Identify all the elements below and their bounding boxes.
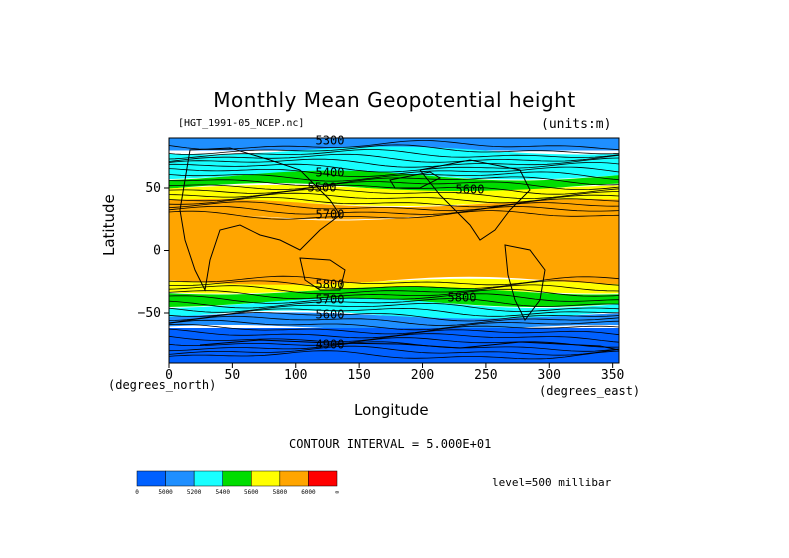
x-tick-label: 250 [474,368,497,383]
x-tick-label: 300 [538,368,561,383]
contour-label: 5800 [316,278,345,292]
contour-line [169,312,619,322]
x-tick-label: 100 [284,368,307,383]
y-tick-label: 0 [153,244,161,259]
coastline [299,257,346,291]
colorbar-tick-label: 5800 [273,489,288,496]
contour-line [169,275,619,286]
x-tick-label: 50 [225,368,241,383]
colorbar-tick-label: 5400 [215,489,230,496]
contour-interval-text: CONTOUR INTERVAL = 5.000E+01 [289,437,492,451]
contour-line [169,288,619,300]
colorbar-swatch [165,470,195,487]
x-tick-label: 150 [347,368,370,383]
colorbar-tick-label: 5600 [244,489,259,496]
coastline [389,171,442,189]
chart-title: Monthly Mean Geopotential height [213,88,576,112]
contour-line [169,206,619,215]
band-5800 [169,210,619,287]
contour-line [169,280,619,290]
contour-line [169,345,619,356]
contour-line [169,293,619,304]
contour-label: 5700 [316,293,345,307]
band-5600 [169,286,619,307]
colorbar-tick-label: 6000 [301,489,316,496]
contour-label: 5600 [456,183,485,197]
coastline [179,147,341,292]
contour-line [169,144,619,155]
contour-line [169,192,619,204]
contour-line [169,149,619,160]
coastline [199,339,619,351]
colorbar-swatch [279,470,309,487]
colorbar-tick-label: 5000 [158,489,173,496]
contour-line [169,181,619,190]
x-tick-label: 0 [165,368,173,383]
band-5700 [169,278,619,294]
band-5400 [169,298,619,321]
contour-line [169,315,619,326]
units-label: (units:m) [541,117,612,132]
contour-line [169,171,619,182]
contour-label: 5400 [316,166,345,180]
contour-line [169,302,619,313]
x-axis-label: Longitude [354,401,429,419]
y-tick-label: 50 [145,181,161,196]
contour-line [169,328,619,339]
contour-line [169,184,619,195]
level-text: level=500 millibar [492,476,612,489]
colorbar-tick-label: 5200 [187,489,202,496]
contour-line [169,319,619,331]
colorbar-swatch [251,470,281,487]
coastline [419,159,531,241]
colorbar-swatch [193,470,223,487]
contour-line [169,188,619,200]
contour-line [169,153,619,163]
contour-line [169,197,619,208]
contour-line [169,323,619,335]
coastline [504,244,546,321]
colorbar-tick-label: 0 [135,489,139,496]
contour-line [169,201,619,212]
contour-label: 5700 [316,208,345,222]
contour-label: 4900 [316,338,345,352]
contour-line [169,341,619,352]
contour-line [169,210,619,220]
colorbar-swatch [136,470,166,487]
source-file-label: [HGT_1991-05_NCEP.nc] [178,118,305,129]
contour-line [169,166,619,178]
band-5400 [169,170,619,193]
contour-label: 5500 [308,181,337,195]
contour-line [169,284,619,295]
contour-line [169,157,619,168]
band-5800 [169,199,619,220]
colorbar-swatch [308,470,338,487]
x-tick-label: 200 [411,368,434,383]
contour-label: 5600 [316,308,345,322]
y-tick-label: −50 [138,306,161,321]
contour-line [169,176,619,186]
colorbar-swatch [222,470,252,487]
contour-line [169,162,619,173]
x-tick-label: 350 [601,368,624,383]
contour-line [169,140,619,151]
colorbar-tick-label: ∞ [335,489,339,496]
y-axis-units: (degrees_north) [108,378,217,392]
contour-line [169,350,619,360]
y-axis-label: Latitude [100,194,118,256]
contour-line [169,298,619,309]
contour-label: 5800 [448,291,477,305]
x-axis-units: (degrees_east) [539,384,641,398]
contour-line [169,337,619,348]
contour-line [169,307,619,317]
contour-line [169,333,619,343]
contour-label: 5300 [316,134,345,148]
band-5300 [169,138,619,151]
